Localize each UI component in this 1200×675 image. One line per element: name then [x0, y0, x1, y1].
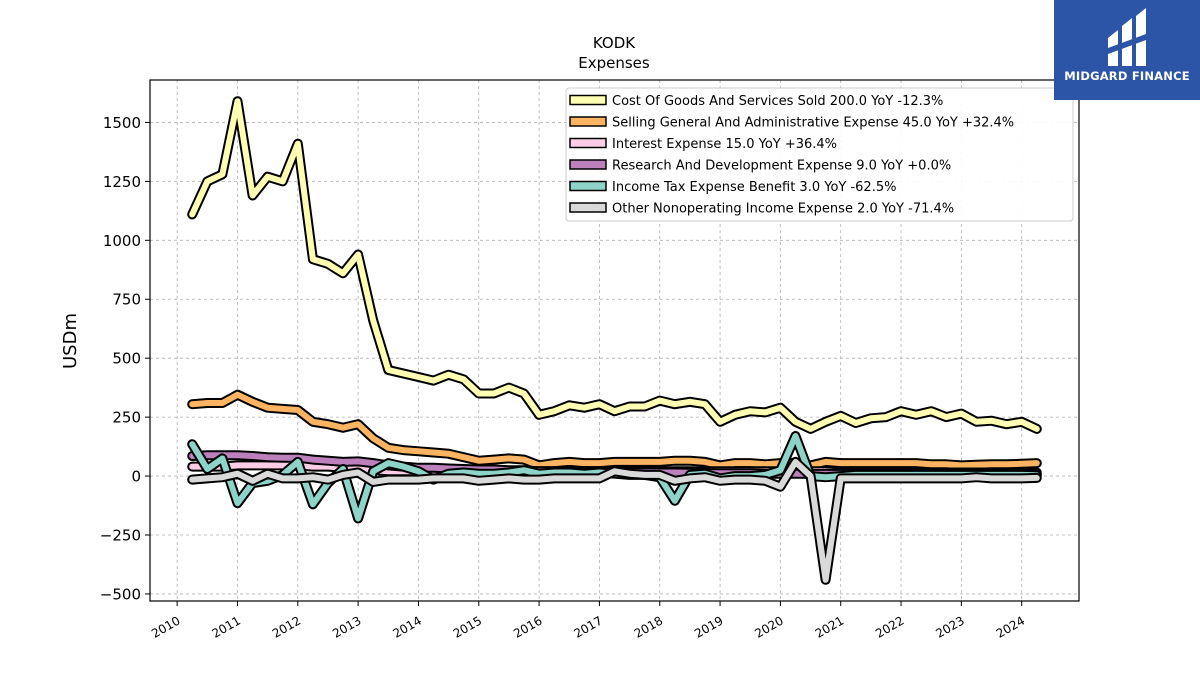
y-tick-label: 1500 [103, 114, 141, 132]
x-tick-label: 2013 [330, 613, 363, 640]
x-axis: 2010 2011 2012 2013 2014 2015 2016 2017 2018 2019… [149, 601, 1027, 641]
x-tick-label: 2010 [149, 613, 182, 640]
legend-swatch [569, 137, 607, 149]
legend-swatch [569, 180, 607, 192]
series-line [189, 391, 1040, 469]
x-tick-label: 2023 [933, 613, 966, 640]
series-selling-general-and-administrative-expense [187, 389, 1042, 471]
legend-entry: Selling General And Administrative Expen… [612, 116, 1014, 131]
logo-mark-icon [1108, 8, 1146, 66]
x-tick-label: 2012 [270, 613, 303, 640]
midgard-finance-logo: MIDGARD FINANCE [1054, 0, 1200, 100]
series-lines [187, 96, 1042, 585]
legend-swatch [569, 116, 607, 127]
x-tick-label: 2017 [571, 613, 604, 640]
x-tick-label: 2016 [511, 613, 544, 640]
x-tick-label: 2018 [632, 613, 665, 640]
y-tick-label: 250 [112, 409, 141, 427]
y-tick-label: 0 [131, 468, 141, 486]
series-line [189, 98, 1040, 432]
y-tick-label: 750 [112, 291, 141, 309]
legend-entry: Research And Development Expense 9.0 YoY… [612, 159, 951, 174]
chart-subtitle: Expenses [578, 54, 650, 72]
y-tick-label: 500 [112, 350, 141, 368]
x-tick-label: 2014 [390, 613, 423, 640]
legend: Cost Of Goods And Services Sold 200.0 Yo… [565, 87, 1074, 222]
legend-entry: Other Nonoperating Income Expense 2.0 Yo… [612, 202, 954, 217]
y-tick-label: 1000 [103, 232, 141, 250]
legend-entry: Cost Of Goods And Services Sold 200.0 Yo… [612, 94, 943, 109]
y-axis-label: USDm [60, 313, 81, 369]
x-tick-label: 2020 [752, 613, 785, 640]
legend-box [565, 87, 1074, 222]
y-tick-label: −250 [100, 526, 141, 544]
x-tick-label: 2011 [210, 613, 243, 640]
series-line [189, 458, 1040, 583]
plot-area [149, 79, 1080, 602]
logo-text: MIDGARD FINANCE [1064, 69, 1190, 83]
legend-entry: Interest Expense 15.0 YoY +36.4% [612, 137, 837, 152]
y-tick-label: 1250 [103, 173, 141, 191]
series-other-nonoperating-income-expense [187, 456, 1042, 585]
legend-swatch [569, 159, 607, 170]
chart-title: KODK [593, 34, 636, 52]
series-outline [187, 389, 1042, 471]
x-tick-label: 2021 [813, 613, 846, 640]
y-axis: −500 −250 0 250 500 750 1000 1250 1500 [100, 114, 150, 603]
legend-swatch [569, 94, 607, 106]
legend-swatch [569, 202, 607, 213]
x-tick-label: 2015 [451, 613, 484, 640]
x-tick-label: 2022 [873, 613, 906, 640]
legend-entry: Income Tax Expense Benefit 3.0 YoY -62.5… [612, 180, 896, 195]
x-tick-label: 2019 [692, 613, 725, 640]
y-tick-label: −500 [100, 585, 141, 603]
series-cost-of-goods-and-services-sold [187, 96, 1042, 434]
x-tick-label: 2024 [994, 613, 1027, 640]
